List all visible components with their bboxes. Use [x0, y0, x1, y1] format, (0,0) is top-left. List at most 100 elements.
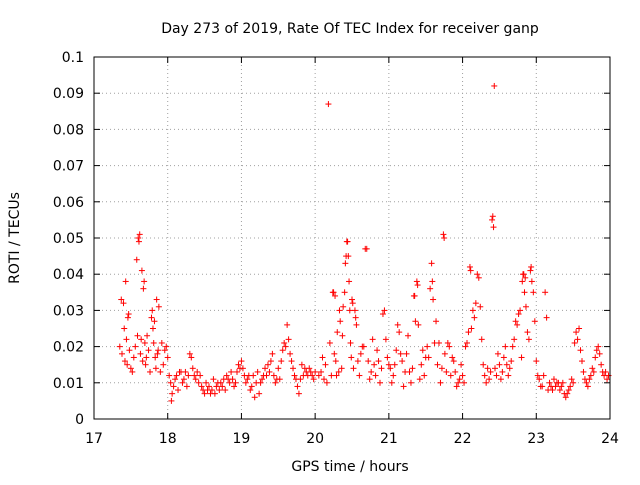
data-point	[334, 329, 341, 336]
data-point	[256, 390, 263, 397]
data-point	[120, 300, 127, 307]
data-point	[589, 365, 596, 372]
data-point	[354, 358, 361, 365]
data-point	[562, 394, 569, 401]
data-point	[320, 376, 327, 383]
data-point	[130, 354, 137, 361]
data-point	[381, 307, 388, 314]
data-point	[235, 361, 242, 368]
data-point	[349, 300, 356, 307]
data-point	[443, 368, 450, 375]
data-point	[173, 372, 180, 379]
data-point	[450, 358, 457, 365]
data-point	[405, 332, 412, 339]
data-point	[592, 354, 599, 361]
data-point	[332, 358, 339, 365]
y-axis-label: ROTI / TECUs	[7, 192, 23, 284]
data-point	[272, 379, 279, 386]
data-point	[254, 368, 261, 375]
data-point	[429, 278, 436, 285]
data-point	[166, 372, 173, 379]
data-point	[135, 235, 142, 241]
data-point	[433, 318, 440, 325]
data-point	[522, 303, 529, 310]
data-point	[403, 350, 410, 357]
data-point	[492, 365, 499, 372]
data-point	[180, 376, 187, 383]
data-point	[486, 376, 493, 383]
ticks-layer: 17 18 19 20 21 22 23 24 0 0.01 0.02 0.03 0.04 0.05 0.0…	[53, 50, 619, 447]
data-point	[583, 379, 590, 386]
data-point	[500, 354, 507, 361]
data-point	[140, 285, 147, 292]
data-point	[191, 372, 198, 379]
data-point	[390, 372, 397, 379]
data-point	[247, 387, 254, 394]
x-tick-label: 19	[233, 431, 251, 447]
data-point	[322, 361, 329, 368]
data-point	[465, 329, 472, 336]
data-point	[251, 394, 258, 401]
data-point	[533, 358, 540, 365]
x-tick-label: 17	[85, 431, 103, 447]
data-point	[136, 231, 143, 238]
data-point	[160, 361, 167, 368]
y-tick-label: 0.02	[53, 340, 84, 356]
data-point	[228, 368, 235, 375]
data-point	[605, 372, 612, 379]
data-point	[477, 303, 484, 310]
data-point	[263, 372, 270, 379]
data-point	[336, 307, 343, 314]
data-point	[210, 376, 217, 383]
data-point	[226, 379, 233, 386]
data-point	[116, 343, 123, 350]
data-point	[119, 350, 126, 357]
x-axis-label: GPS time / hours	[291, 459, 408, 475]
data-point	[323, 379, 330, 386]
data-point	[499, 368, 506, 375]
data-point	[508, 358, 515, 365]
data-point	[435, 339, 442, 346]
data-point	[388, 379, 395, 386]
data-point	[576, 325, 583, 332]
data-point	[194, 368, 201, 375]
data-point	[496, 361, 503, 368]
data-point	[550, 376, 557, 383]
data-point	[150, 339, 157, 346]
data-point	[213, 383, 220, 390]
data-point	[231, 383, 238, 390]
x-tick-label: 22	[454, 431, 472, 447]
data-point	[151, 318, 158, 325]
data-point	[474, 271, 481, 278]
data-point	[152, 354, 159, 361]
data-point	[152, 365, 159, 372]
data-point	[350, 365, 357, 372]
data-point	[375, 358, 382, 365]
data-point	[506, 365, 513, 372]
data-point	[546, 379, 553, 386]
data-point	[372, 372, 379, 379]
data-point	[528, 278, 535, 285]
data-point	[125, 311, 132, 318]
data-point	[374, 347, 381, 354]
data-point	[602, 368, 609, 375]
data-point	[384, 354, 391, 361]
data-point	[446, 343, 453, 350]
data-point	[571, 339, 578, 346]
data-point	[223, 372, 230, 379]
data-point	[493, 372, 500, 379]
data-point	[524, 329, 531, 336]
data-point	[527, 267, 534, 274]
data-point	[517, 307, 524, 314]
data-point	[337, 318, 344, 325]
data-point	[530, 289, 537, 296]
data-point	[427, 285, 434, 292]
data-point	[153, 296, 160, 303]
data-point	[461, 379, 468, 386]
data-point	[378, 365, 385, 372]
data-point	[138, 267, 145, 274]
data-point	[467, 267, 474, 274]
data-point	[368, 368, 375, 375]
data-point	[413, 278, 420, 285]
data-point	[549, 387, 556, 394]
